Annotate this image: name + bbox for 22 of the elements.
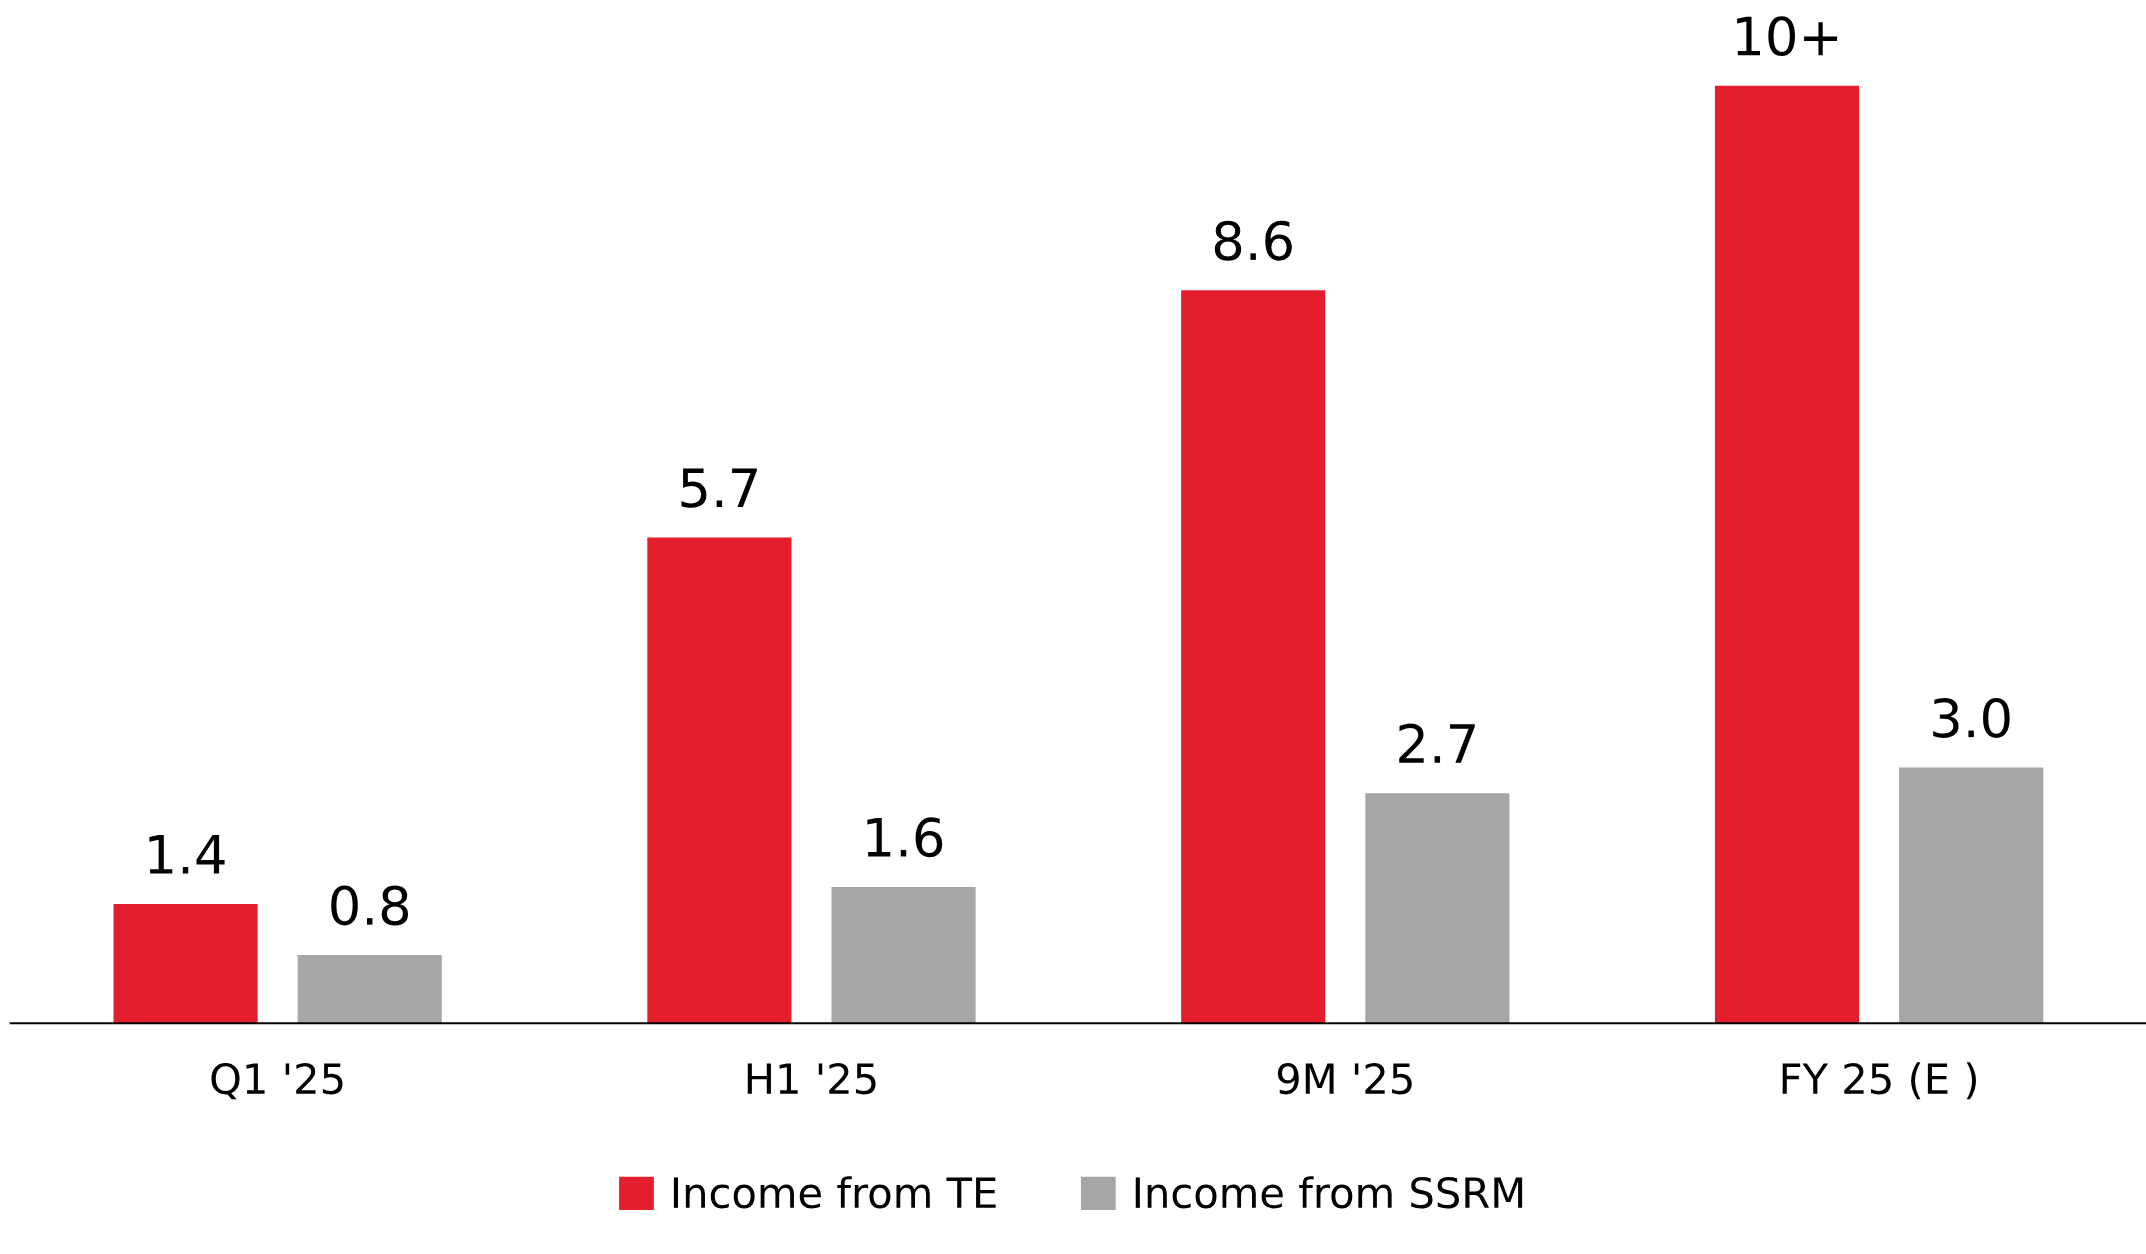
x-tick-label: FY 25 (E ) (1782, 1062, 1977, 1100)
data-label: 1.6 (867, 817, 943, 858)
legend-label: Income from SSRM (1135, 1176, 1523, 1209)
data-label: 5.7 (681, 468, 757, 508)
data-label: 8.6 (1214, 220, 1292, 261)
x-tick-label: H1 '25 (747, 1062, 876, 1095)
bar (1365, 793, 1510, 1024)
bar (1899, 767, 2044, 1024)
bar (831, 886, 976, 1024)
data-label: 0.8 (331, 885, 409, 926)
bar (1181, 290, 1326, 1024)
x-tick-label: 9M '25 (1277, 1062, 1412, 1095)
bar (113, 903, 258, 1024)
data-label: 3.0 (1933, 697, 2010, 738)
x-tick-label: Q1 '25 (211, 1062, 343, 1100)
legend-label: Income from TE (673, 1176, 996, 1209)
data-label: 1.4 (149, 835, 225, 874)
bar (297, 955, 442, 1024)
data-label: 2.7 (1399, 723, 1475, 763)
data-label: 10+ (1737, 16, 1838, 57)
bar (1714, 85, 1860, 1024)
bar (647, 537, 792, 1024)
